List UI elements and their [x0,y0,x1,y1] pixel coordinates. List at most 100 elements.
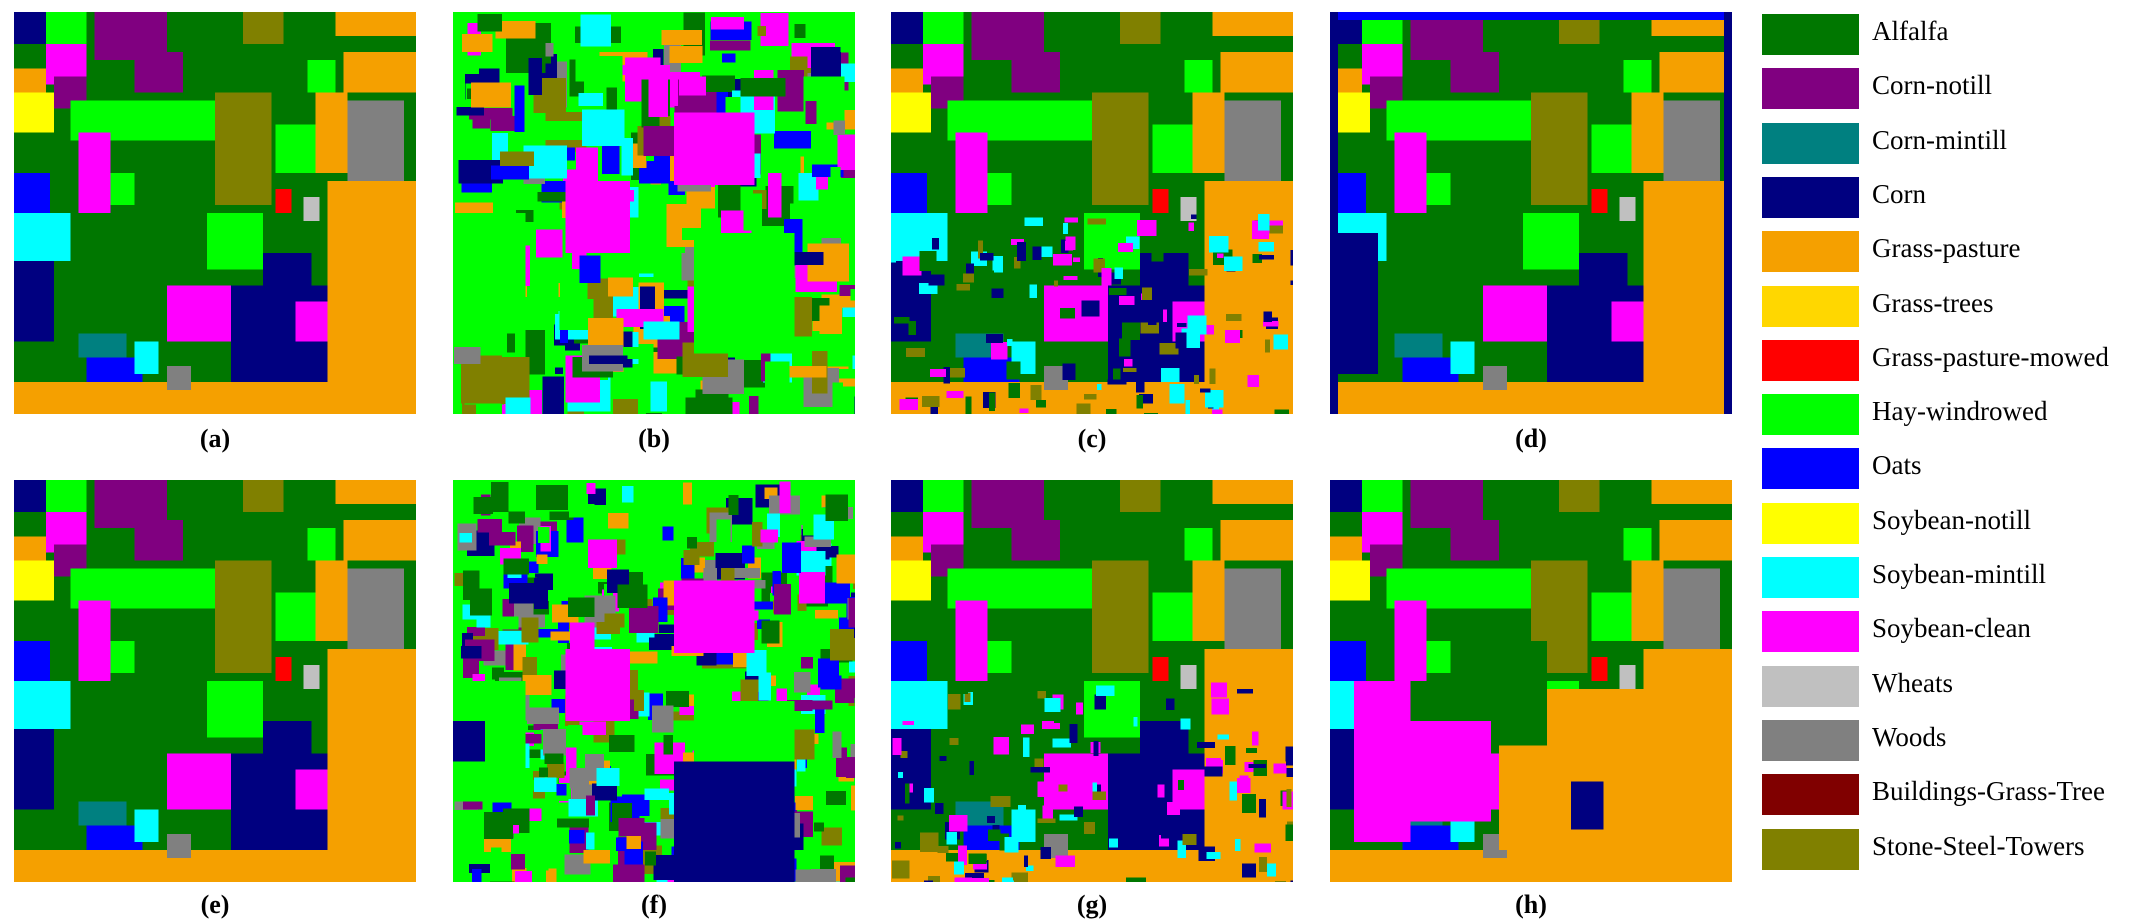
panel-caption: (b) [638,424,670,453]
class-region [335,12,416,37]
class-region [78,333,127,358]
class-region [1076,702,1083,715]
class-region [965,872,984,880]
class-region [578,93,604,107]
class-region [794,24,806,39]
class-region [891,68,924,93]
class-region [1152,592,1193,641]
class-region [1101,267,1112,286]
class-region [206,520,232,561]
legend-swatch [1762,122,1859,164]
class-region [1290,249,1293,266]
class-region [686,536,698,549]
class-region [568,597,595,617]
class-region [904,783,910,804]
class-region [743,193,763,231]
class-region [985,333,1003,344]
class-region [542,376,564,414]
class-region [955,132,988,213]
class-region [1229,781,1238,801]
class-region [972,223,985,237]
class-region [303,664,320,690]
class-region [1394,333,1443,358]
class-region [1394,600,1427,681]
class-region [1055,855,1076,867]
class-region [533,577,548,610]
class-region [522,656,538,681]
class-region [1041,720,1060,729]
class-region [596,767,620,786]
class-region [990,341,1008,360]
class-region [928,274,945,286]
class-region [760,529,779,543]
class-region [1026,865,1034,871]
class-region [14,729,55,810]
class-region [839,285,855,296]
class-region [954,877,973,882]
class-region [1060,307,1075,319]
class-region [1166,802,1180,815]
class-region [459,532,472,543]
class-region [798,571,825,604]
class-region [634,690,645,711]
class-region [993,737,1009,755]
legend-item: Corn-notill [1762,66,2142,110]
class-region [741,545,755,564]
class-region [602,144,620,175]
class-region [956,283,971,291]
panel-caption: (e) [200,890,230,919]
class-region [556,784,567,796]
class-region [620,346,650,360]
class-region [1531,92,1588,205]
class-region [1211,698,1230,715]
class-region [1623,60,1652,93]
class-region [488,531,516,546]
class-region [795,869,821,882]
legend-swatch [1762,774,1859,816]
class-region [1224,330,1240,344]
class-region [1599,480,1640,521]
class-region [1042,805,1053,823]
class-region [1631,560,1664,641]
class-region [1133,716,1138,727]
class-region [1063,276,1078,281]
class-region [469,588,492,616]
class-region [1205,390,1224,408]
legend-item: Buildings-Grass-Tree [1762,772,2142,816]
class-region [1591,188,1608,213]
class-region [1248,763,1267,768]
class-region [14,560,55,601]
class-region [283,480,324,521]
class-region [1034,758,1044,768]
class-region [891,480,924,513]
class-region [14,849,416,882]
class-region [1223,256,1243,271]
class-region [579,255,601,283]
legend-label: Soybean-mintill [1872,559,2046,589]
class-region [622,65,670,75]
class-region [663,735,673,755]
class-region [849,661,855,673]
class-region [1619,196,1636,222]
class-region [1176,752,1182,766]
class-region [283,12,324,53]
class-region [1064,217,1079,223]
class-region [1043,12,1092,45]
class-region [891,536,924,561]
class-region [1030,766,1050,773]
class-region [922,396,940,408]
class-region [243,480,284,513]
class-region [815,609,839,619]
class-region [575,56,623,82]
class-region [1162,309,1168,323]
class-region [538,767,549,777]
classification-map-a [14,12,416,414]
class-region [1330,849,1732,882]
class-region [1200,325,1215,335]
class-region [1087,218,1106,225]
class-region [1014,256,1021,269]
class-region [803,518,815,536]
class-region [1160,824,1175,839]
class-region [588,355,628,365]
class-region [1490,640,1548,746]
